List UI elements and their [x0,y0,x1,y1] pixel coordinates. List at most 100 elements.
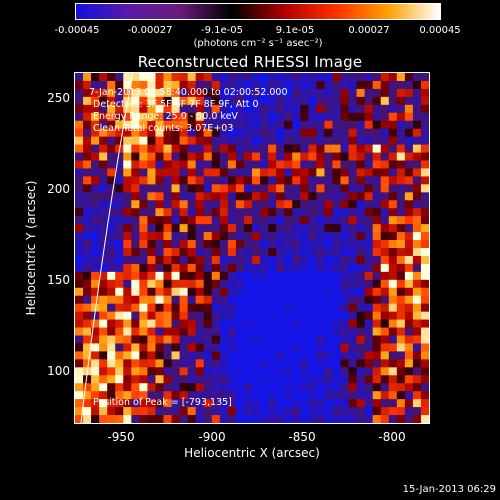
heatmap-cell [412,216,422,225]
heatmap-cell [163,303,173,313]
heatmap-cell [332,152,342,162]
heatmap-cell [107,128,116,138]
heatmap-cell [420,216,429,225]
heatmap-cell [412,112,422,122]
heatmap-cell [243,367,253,376]
heatmap-cell [324,391,334,400]
heatmap-cell [372,391,382,400]
heatmap-cell [356,184,366,193]
heatmap-cell [227,96,237,106]
heatmap-cell [107,248,116,257]
heatmap-cell [404,232,414,241]
heatmap-cell [155,383,165,392]
heatmap-cell [412,399,422,408]
heatmap-cell [163,112,173,122]
heatmap-cell [147,73,157,82]
heatmap-cell [123,184,132,193]
heatmap-cell [83,104,92,114]
heatmap-cell [300,168,309,177]
heatmap-cell [211,120,221,130]
heatmap-cell [332,224,342,233]
heatmap-cell [300,96,309,106]
heatmap-cell [292,351,301,360]
heatmap-cell [139,192,149,201]
heatmap-cell [292,120,301,130]
heatmap-cell [292,407,301,416]
heatmap-cell [155,359,165,368]
heatmap-cell [123,351,132,360]
colorbar-tick: 9.1e-05 [275,25,315,36]
heatmap-cell [300,375,309,384]
heatmap-cell [163,343,173,352]
heatmap-cell [300,112,309,122]
heatmap-cell [115,335,124,345]
heatmap-cell [324,104,334,114]
heatmap-cell [372,240,382,249]
heatmap-cell [219,295,229,305]
heatmap-cell [235,152,245,162]
heatmap-cell [404,383,414,392]
heatmap-cell [235,192,245,201]
heatmap-cell [171,80,181,90]
heatmap-cell [380,168,390,177]
heatmap-cell [268,335,277,345]
heatmap-cell [123,279,132,289]
heatmap-cell [324,327,334,337]
heatmap-cell [372,144,382,154]
heatmap-cell [203,96,213,106]
heatmap-cell [404,327,414,337]
heatmap-cell [211,311,221,321]
heatmap-cell [332,112,342,122]
heatmap-cell [412,407,422,416]
heatmap-cell [139,367,149,376]
heatmap-cell [227,120,237,130]
heatmap-cell [155,343,165,352]
heatmap-cell [356,232,366,241]
heatmap-cell [131,152,140,162]
heatmap-cell [219,88,229,98]
heatmap-cell [380,279,390,289]
heatmap-cell [388,73,398,82]
heatmap-cell [268,200,277,209]
heatmap-cell [179,96,189,106]
heatmap-cell [203,295,213,305]
heatmap-cell [372,208,382,217]
heatmap-cell [276,367,285,376]
heatmap-cell [243,208,253,217]
heatmap-cell [75,248,84,257]
heatmap-cell [420,279,429,289]
heatmap-cell [195,224,205,233]
heatmap-cell [211,128,221,138]
heatmap-cell [332,335,342,345]
heatmap-cell [420,343,429,352]
heatmap-cell [139,383,149,392]
heatmap-cell [107,391,116,400]
heatmap-cell [219,73,229,82]
heatmap-cell [348,104,358,114]
heatmap-cell [115,319,124,329]
heatmap-cell [404,120,414,130]
heatmap-cell [276,96,285,106]
heatmap-cell [292,399,301,408]
heatmap-cell [219,319,229,329]
heatmap-cell [219,208,229,217]
heatmap-cell [131,367,140,376]
heatmap-cell [260,232,269,241]
heatmap-cell [179,248,189,257]
heatmap-cell [91,120,100,130]
heatmap-cell [356,112,366,122]
heatmap-cell [131,216,140,225]
heatmap-cell [107,311,116,321]
heatmap-cell [252,168,261,177]
heatmap-cell [324,240,334,249]
heatmap-cell [292,287,301,297]
colorbar-tick: -0.00045 [54,25,100,36]
colorbar-tick: 0.00045 [419,25,461,36]
heatmap-cell [195,407,205,416]
heatmap-cell [131,240,140,249]
heatmap-cell [364,319,374,329]
heatmap-cell [75,104,84,114]
heatmap-cell [260,263,269,273]
heatmap-cell [115,391,124,400]
heatmap-cell [348,367,358,376]
